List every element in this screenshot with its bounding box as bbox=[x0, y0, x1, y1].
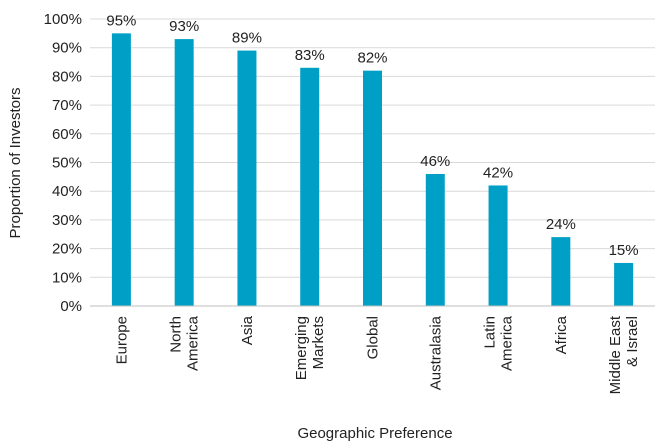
y-tick-label: 40% bbox=[52, 183, 82, 200]
data-label: 24% bbox=[546, 216, 576, 233]
y-tick-label: 90% bbox=[52, 40, 82, 57]
category-label: LatinAmerica bbox=[482, 315, 516, 371]
data-labels: 95% 93% 89% 83% 82% 46% 42% 24% 15% bbox=[106, 12, 638, 259]
category-label: Africa bbox=[553, 315, 570, 354]
y-tick-label: 30% bbox=[52, 212, 82, 229]
category-label: Global bbox=[365, 316, 382, 359]
category-label-text: Europe bbox=[113, 316, 130, 364]
category-label-text: LatinAmerica bbox=[482, 315, 516, 371]
category-label: Asia bbox=[239, 315, 256, 345]
data-label: 83% bbox=[295, 47, 325, 64]
data-label: 15% bbox=[609, 242, 639, 259]
bar bbox=[174, 39, 194, 307]
category-label: Australasia bbox=[427, 315, 444, 390]
y-tick-label: 60% bbox=[52, 126, 82, 143]
category-label-text: Africa bbox=[553, 315, 570, 354]
bar bbox=[237, 50, 257, 306]
bar bbox=[363, 70, 382, 306]
y-tick-label: 100% bbox=[44, 11, 82, 28]
category-label: Middle East& Israel bbox=[607, 315, 641, 394]
y-tick-label: 70% bbox=[52, 97, 82, 114]
data-label: 46% bbox=[420, 153, 450, 170]
bar bbox=[111, 33, 131, 306]
data-label: 82% bbox=[357, 50, 387, 67]
category-label: NorthAmerica bbox=[168, 315, 202, 371]
bar bbox=[614, 262, 634, 306]
data-label: 89% bbox=[232, 30, 262, 47]
category-label: Europe bbox=[113, 316, 130, 364]
bars bbox=[111, 33, 634, 307]
category-label: EmergingMarkets bbox=[293, 316, 327, 380]
bar bbox=[488, 185, 508, 306]
category-label-text: Asia bbox=[239, 315, 256, 345]
y-tick-label: 20% bbox=[52, 241, 82, 258]
category-label-text: Australasia bbox=[427, 315, 444, 390]
category-labels: Europe NorthAmerica Asia EmergingMarkets Glo… bbox=[113, 315, 641, 394]
category-label-text: EmergingMarkets bbox=[293, 316, 327, 380]
category-label-text: Middle East& Israel bbox=[607, 315, 641, 394]
data-label: 93% bbox=[169, 18, 199, 35]
y-tick-label: 50% bbox=[52, 155, 82, 172]
bar bbox=[551, 237, 571, 306]
category-label-text: Global bbox=[365, 316, 382, 359]
bar bbox=[300, 67, 320, 306]
y-axis-ticks: 0% 10% 20% 30% 40% 50% 60% 70% 80% 90% 100% bbox=[44, 11, 82, 315]
data-label: 42% bbox=[483, 164, 513, 181]
y-tick-label: 80% bbox=[52, 68, 82, 85]
x-axis-title: Geographic Preference bbox=[297, 425, 452, 442]
bar bbox=[425, 173, 445, 306]
data-label: 95% bbox=[106, 12, 136, 29]
y-tick-label: 0% bbox=[60, 298, 82, 315]
y-tick-label: 10% bbox=[52, 269, 82, 286]
y-axis-title: Proportion of Investors bbox=[7, 88, 24, 239]
category-label-text: NorthAmerica bbox=[168, 315, 202, 371]
